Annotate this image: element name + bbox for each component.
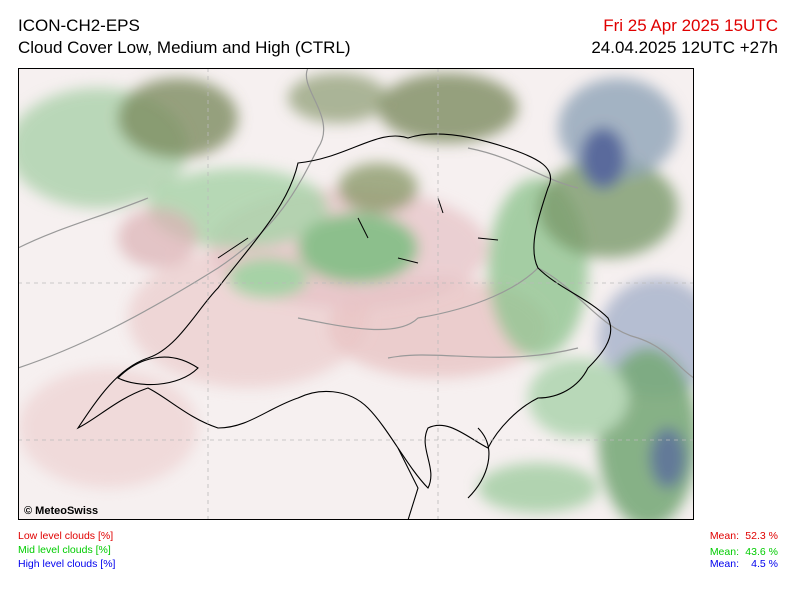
model-title: ICON-CH2-EPS (18, 16, 140, 35)
legend-label: High level clouds [%] (18, 558, 116, 570)
mean-value: 43.6 % (745, 546, 778, 558)
product-title: Cloud Cover Low, Medium and High (CTRL) (18, 38, 351, 57)
map-frame (18, 68, 694, 520)
mean-value: 52.3 % (745, 530, 778, 542)
cloud-field (18, 68, 694, 520)
region-borders (18, 68, 694, 379)
mean-label: Mean: (709, 530, 739, 542)
legend-label: Low level clouds [%] (18, 530, 114, 542)
map: © MeteoSwiss (18, 68, 694, 520)
valid-time: Fri 25 Apr 2025 15UTC (603, 16, 778, 35)
country-border (76, 133, 612, 520)
lakes (217, 197, 499, 264)
mean-label: Mean: (709, 558, 739, 570)
mean-label: Mean: (709, 546, 739, 558)
copyright: © MeteoSwiss (24, 505, 98, 517)
legend-label: Mid level clouds [%] (18, 544, 111, 556)
graticule (18, 68, 694, 520)
mean-value: 4.5 % (751, 558, 778, 570)
run-time: 24.04.2025 12UTC +27h (591, 38, 778, 57)
